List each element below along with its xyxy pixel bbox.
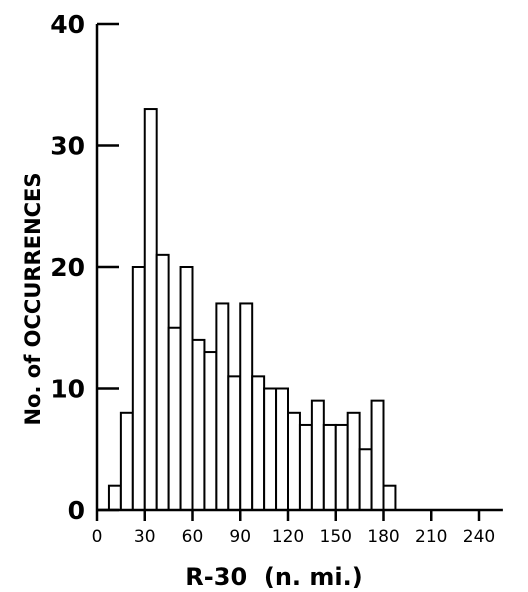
histogram-bar-16 [298, 423, 313, 512]
y-tick-label-3: 30 [50, 132, 85, 161]
x-tick-label-2: 60 [182, 527, 204, 547]
x-tick-label-3: 90 [229, 527, 251, 547]
histogram-bar-15 [287, 411, 301, 511]
histogram-bar-23 [382, 484, 397, 512]
histogram-bar-6 [179, 266, 194, 511]
histogram-bar-9 [215, 302, 230, 512]
x-tick-label-6: 180 [367, 527, 399, 547]
histogram-bar-7 [191, 338, 206, 511]
histogram-bar-8 [203, 351, 218, 511]
histogram-bar-10 [227, 375, 242, 511]
y-tick-label-0: 0 [68, 496, 85, 525]
y-axis-label: No. of OCCURRENCES [21, 172, 45, 425]
x-axis-label: R-30 (n. mi.) [185, 563, 362, 591]
histogram-bar-3 [143, 108, 158, 512]
histogram-bar-1 [119, 411, 134, 511]
histogram-bar-5 [167, 326, 182, 511]
x-tick-label-4: 120 [272, 527, 304, 547]
histogram-bar-0 [107, 484, 122, 512]
histogram-bar-14 [275, 387, 289, 511]
y-tick-label-4: 40 [50, 10, 85, 39]
histogram-bar-13 [263, 387, 278, 511]
y-tick-label-1: 10 [50, 375, 85, 404]
x-tick-label-7: 210 [415, 527, 447, 547]
x-tick-label-5: 150 [320, 527, 352, 547]
histogram-bar-4 [155, 253, 170, 511]
histogram-bar-11 [239, 302, 254, 512]
y-tick-label-2: 20 [50, 253, 85, 282]
histogram-bar-17 [310, 399, 325, 511]
histogram-bar-2 [131, 266, 146, 511]
histogram-bar-22 [370, 399, 385, 511]
x-tick-label-8: 240 [463, 527, 495, 547]
bars-group [107, 108, 397, 512]
ticks-group: 0 10 20 30 40 0 30 60 90 120 150 180 210 240 [50, 10, 495, 547]
histogram-bar-12 [251, 375, 266, 511]
histogram-bar-21 [358, 448, 373, 511]
x-tick-label-1: 30 [134, 527, 156, 547]
x-tick-label-0: 0 [92, 527, 103, 547]
histogram-bar-18 [322, 423, 337, 512]
histogram-bar-19 [334, 423, 349, 512]
histogram-bar-20 [346, 411, 361, 511]
